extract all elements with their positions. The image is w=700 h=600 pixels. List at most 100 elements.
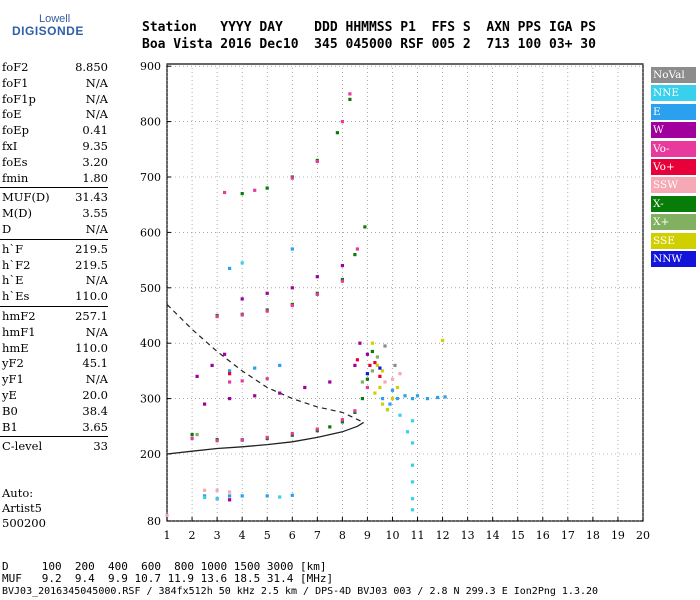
data-point-w: [353, 363, 357, 367]
x-tick-label: 7: [314, 529, 321, 542]
plot-frame: [166, 63, 644, 522]
autoscaling-artist: Artist5: [2, 501, 42, 515]
x-tick-label: 16: [536, 529, 550, 542]
data-point-ssw: [398, 372, 402, 376]
data-point-sse: [380, 369, 385, 373]
data-point-sse: [370, 341, 374, 345]
param-yf2: yF2 45.1: [2, 356, 108, 373]
param-name: M(D): [2, 206, 32, 221]
data-point-e: [265, 494, 269, 498]
param-value: 219.5: [75, 257, 108, 272]
param-hmf2: hmF2 257.1: [2, 309, 108, 326]
param-name: h`Es: [2, 289, 30, 304]
param-value: 31.43: [75, 190, 108, 205]
data-point-w: [340, 264, 344, 268]
data-point-e: [395, 397, 400, 401]
x-tick-label: 6: [289, 529, 296, 542]
data-point-x-: [365, 377, 369, 381]
data-point-e: [290, 493, 294, 497]
legend-item-noval: NoVal: [651, 67, 696, 83]
param-name: foF2: [2, 60, 29, 74]
data-point-nne: [410, 508, 415, 512]
data-point-vo-: [265, 309, 269, 313]
param-value: N/A: [85, 75, 108, 90]
param-value: N/A: [85, 273, 108, 288]
data-point-vo-: [315, 159, 319, 164]
data-point-noval: [393, 363, 397, 367]
y-tick-label: 200: [140, 448, 161, 461]
data-point-e: [290, 247, 294, 251]
data-point-vo-: [290, 303, 294, 308]
param-value: 38.4: [82, 403, 108, 418]
data-point-w: [240, 297, 244, 301]
data-point-sse: [380, 402, 385, 406]
param-value: 3.65: [82, 419, 108, 434]
data-point-w: [315, 275, 319, 279]
param-ye: yE 20.0: [2, 388, 108, 405]
y-tick-label: 400: [140, 337, 161, 350]
param-c-level: C-level 33: [2, 439, 108, 456]
param-hmf1: hmF1 N/A: [2, 325, 108, 342]
param-fxi: fxI 9.35: [2, 139, 108, 156]
data-point-vo-: [340, 279, 344, 283]
data-point-vo-: [215, 315, 219, 319]
data-point-vo-: [365, 385, 369, 390]
footer-d-row: D 100 200 400 600 800 1000 1500 3000 [km…: [2, 560, 327, 573]
data-point-ssw: [203, 488, 207, 492]
data-point-nne: [410, 480, 415, 484]
data-point-w: [210, 363, 214, 367]
data-point-e: [415, 394, 420, 398]
param-h-es: h`Es 110.0: [2, 289, 108, 306]
param-value: 8.850: [75, 60, 108, 74]
data-point-vo-: [290, 431, 294, 436]
data-point-x-: [195, 433, 199, 437]
data-point-x-: [190, 433, 194, 437]
legend-item-vo-: Vo+: [651, 159, 696, 175]
y-tick-label: 80: [147, 515, 161, 528]
data-point-nne: [240, 261, 244, 265]
data-point-vo-: [223, 190, 227, 195]
param-value: 110.0: [75, 340, 108, 355]
data-point-x-: [328, 425, 332, 429]
legend-item-x-: X-: [651, 195, 696, 212]
param-value: N/A: [85, 222, 108, 236]
y-tick-label: 300: [140, 393, 161, 406]
param-name: h`F: [2, 241, 24, 256]
param-name: fxI: [2, 139, 18, 153]
data-point-w: [228, 397, 232, 401]
param-fof2: foF2 8.850: [2, 60, 108, 77]
footer-muf-row: MUF 9.2 9.4 9.9 10.7 11.9 13.6 18.5 31.4…: [2, 572, 334, 585]
data-point-vo-: [290, 176, 294, 180]
data-point-vo-: [368, 363, 372, 367]
data-point-x-: [335, 131, 339, 135]
data-point-x-: [340, 277, 344, 282]
data-point-sse: [441, 338, 445, 342]
y-tick-label: 800: [140, 116, 161, 129]
x-tick-label: 1: [164, 529, 171, 542]
x-tick-label: 18: [586, 529, 600, 542]
header-row-labels: Station YYYY DAY DDD HHMMSS P1 FFS S AXN…: [142, 20, 596, 35]
data-point-w: [253, 394, 257, 398]
param-d: D N/A: [2, 222, 108, 239]
footer-info-row: BVJ03_2016345045000.RSF / 384fx512h 50 k…: [2, 586, 599, 597]
param-fof1p: foF1p N/A: [2, 92, 108, 109]
param-m-d-: M(D) 3.55: [2, 206, 108, 223]
data-point-w: [278, 391, 282, 395]
param-value: N/A: [85, 324, 108, 339]
legend-item-nnw: NNW: [651, 251, 696, 267]
data-point-e: [443, 395, 447, 399]
data-point-vo-: [378, 374, 382, 378]
x-tick-label: 10: [385, 529, 399, 542]
data-point-nne: [410, 419, 415, 423]
y-tick-label: 500: [140, 282, 161, 295]
data-point-nne: [405, 430, 410, 434]
param-value: 219.5: [75, 241, 108, 256]
data-point-sse: [395, 385, 400, 390]
data-point-nne: [410, 441, 415, 445]
data-point-e: [380, 397, 385, 401]
param-name: MUF(D): [2, 190, 50, 205]
param-hme: hmE 110.0: [2, 341, 108, 358]
data-point-e: [425, 397, 430, 401]
param-foe: foE N/A: [2, 107, 108, 124]
param-yf1: yF1 N/A: [2, 372, 108, 389]
